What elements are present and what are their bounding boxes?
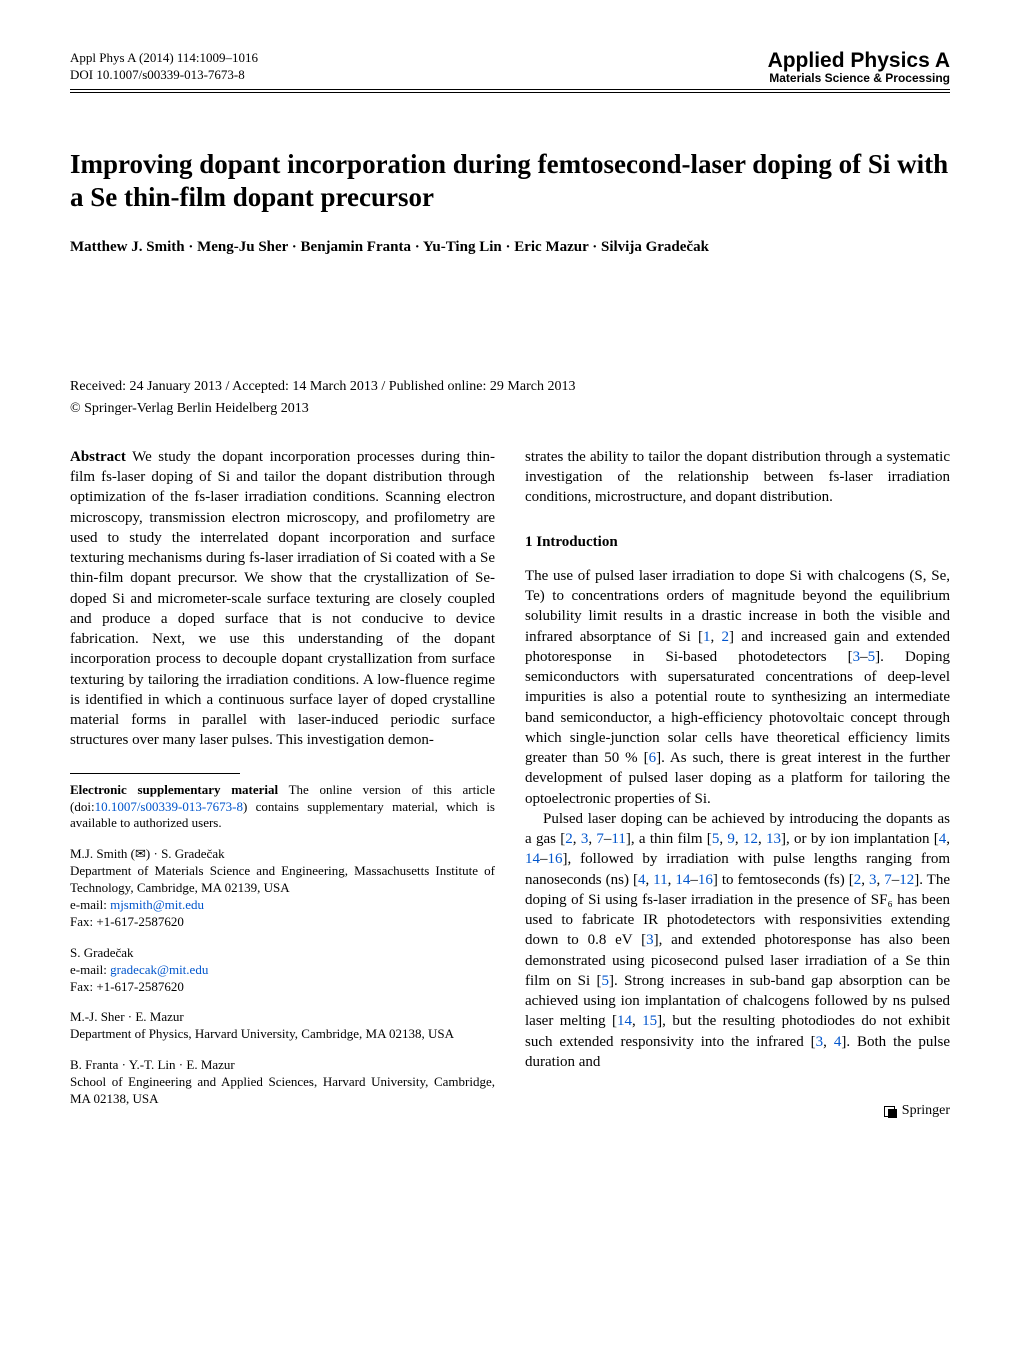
affil1-dept: Department of Materials Science and Engi… [70, 863, 495, 897]
ref-1[interactable]: 1 [703, 629, 711, 645]
running-header: Appl Phys A (2014) 114:1009–1016 DOI 10.… [70, 50, 950, 90]
springer-icon [884, 1104, 898, 1118]
ref-6[interactable]: 6 [649, 750, 657, 766]
abstract-continuation: strates the ability to tailor the dopant… [525, 447, 950, 508]
header-rule [70, 92, 950, 93]
suppl-divider [70, 773, 240, 774]
ref-14c[interactable]: 14 [617, 1013, 632, 1029]
journal-brand: Applied Physics A Materials Science & Pr… [768, 50, 950, 85]
ref-9[interactable]: 9 [727, 831, 735, 847]
comma: , [711, 629, 722, 645]
affil2-fax: Fax: +1-617-2587620 [70, 979, 495, 996]
affiliation-3: M.-J. Sher · E. Mazur Department of Phys… [70, 1009, 495, 1043]
affil1-email-label: e-mail: [70, 897, 110, 912]
ref-12[interactable]: 12 [743, 831, 758, 847]
ref-11b[interactable]: 11 [653, 872, 667, 888]
suppl-doi-link[interactable]: 10.1007/s00339-013-7673-8 [95, 799, 243, 814]
affil4-authors: B. Franta · Y.-T. Lin · E. Mazur [70, 1057, 495, 1074]
intro-p1-c: ]. Doping semiconductors with supersatur… [525, 649, 950, 766]
affiliation-2: S. Gradečak e-mail: gradecak@mit.edu Fax… [70, 945, 495, 996]
affil4-dept: School of Engineering and Applied Scienc… [70, 1074, 495, 1108]
ref-14b[interactable]: 14 [675, 872, 690, 888]
article-title: Improving dopant incorporation during fe… [70, 148, 950, 216]
comma: , [735, 831, 743, 847]
intro-p2-c: ], or by ion implantation [ [781, 831, 939, 847]
header-citation-block: Appl Phys A (2014) 114:1009–1016 DOI 10.… [70, 50, 258, 84]
ref-12b[interactable]: 12 [899, 872, 914, 888]
abstract-text: We study the dopant incorporation proces… [70, 449, 495, 749]
copyright: © Springer-Verlag Berlin Heidelberg 2013 [70, 400, 950, 419]
comma: , [573, 831, 581, 847]
comma: , [823, 1034, 834, 1050]
publisher-footer: Springer [525, 1102, 950, 1121]
affil2-email-label: e-mail: [70, 962, 110, 977]
comma: , [632, 1013, 642, 1029]
affil2-email-link[interactable]: gradecak@mit.edu [110, 962, 208, 977]
header-citation: Appl Phys A (2014) 114:1009–1016 [70, 50, 258, 67]
affil2-authors: S. Gradečak [70, 945, 495, 962]
intro-p2-b: ], a thin film [ [626, 831, 712, 847]
ref-14[interactable]: 14 [525, 851, 540, 867]
affiliation-4: B. Franta · Y.-T. Lin · E. Mazur School … [70, 1057, 495, 1108]
abstract-label: Abstract [70, 449, 126, 465]
affil1-email-row: e-mail: mjsmith@mit.edu [70, 897, 495, 914]
left-column: Abstract We study the dopant incorporati… [70, 447, 495, 1121]
comma: , [861, 872, 869, 888]
journal-name: Applied Physics A [768, 50, 950, 72]
affil1-fax: Fax: +1-617-2587620 [70, 914, 495, 931]
ref-3d[interactable]: 3 [646, 932, 654, 948]
header-doi: DOI 10.1007/s00339-013-7673-8 [70, 67, 258, 84]
two-column-body: Abstract We study the dopant incorporati… [70, 447, 950, 1121]
affil1-email-link[interactable]: mjsmith@mit.edu [110, 897, 204, 912]
article-dates: Received: 24 January 2013 / Accepted: 14… [70, 378, 950, 397]
ref-5c[interactable]: 5 [602, 973, 610, 989]
comma: , [645, 872, 653, 888]
comma: , [758, 831, 766, 847]
affil3-dept: Department of Physics, Harvard Universit… [70, 1026, 495, 1043]
intro-p2-e: ] to femtoseconds (fs) [ [713, 872, 854, 888]
ref-2b[interactable]: 2 [565, 831, 573, 847]
author-list: Matthew J. Smith · Meng-Ju Sher · Benjam… [70, 237, 950, 258]
suppl-material: Electronic supplementary material The on… [70, 782, 495, 833]
ref-13[interactable]: 13 [766, 831, 781, 847]
dash: – [690, 872, 698, 888]
comma: , [946, 831, 950, 847]
abstract: Abstract We study the dopant incorporati… [70, 447, 495, 751]
dash: – [860, 649, 868, 665]
affil2-email-row: e-mail: gradecak@mit.edu [70, 962, 495, 979]
ref-2[interactable]: 2 [721, 629, 729, 645]
intro-para-2: Pulsed laser doping can be achieved by i… [525, 809, 950, 1072]
ref-15[interactable]: 15 [642, 1013, 657, 1029]
right-column: strates the ability to tailor the dopant… [525, 447, 950, 1121]
affil1-authors: M.J. Smith (✉) · S. Gradečak [70, 846, 495, 863]
journal-subtitle: Materials Science & Processing [768, 72, 950, 85]
intro-para-1: The use of pulsed laser irradiation to d… [525, 566, 950, 809]
ref-7b[interactable]: 7 [884, 872, 892, 888]
ref-16b[interactable]: 16 [698, 872, 713, 888]
ref-11[interactable]: 11 [611, 831, 625, 847]
ref-7[interactable]: 7 [596, 831, 604, 847]
publisher-name: Springer [898, 1103, 950, 1118]
affiliation-1: M.J. Smith (✉) · S. Gradečak Department … [70, 846, 495, 930]
suppl-label: Electronic supplementary material [70, 782, 278, 797]
affil3-authors: M.-J. Sher · E. Mazur [70, 1009, 495, 1026]
section-1-heading: 1 Introduction [525, 532, 950, 552]
dash: – [540, 851, 548, 867]
ref-16[interactable]: 16 [548, 851, 563, 867]
